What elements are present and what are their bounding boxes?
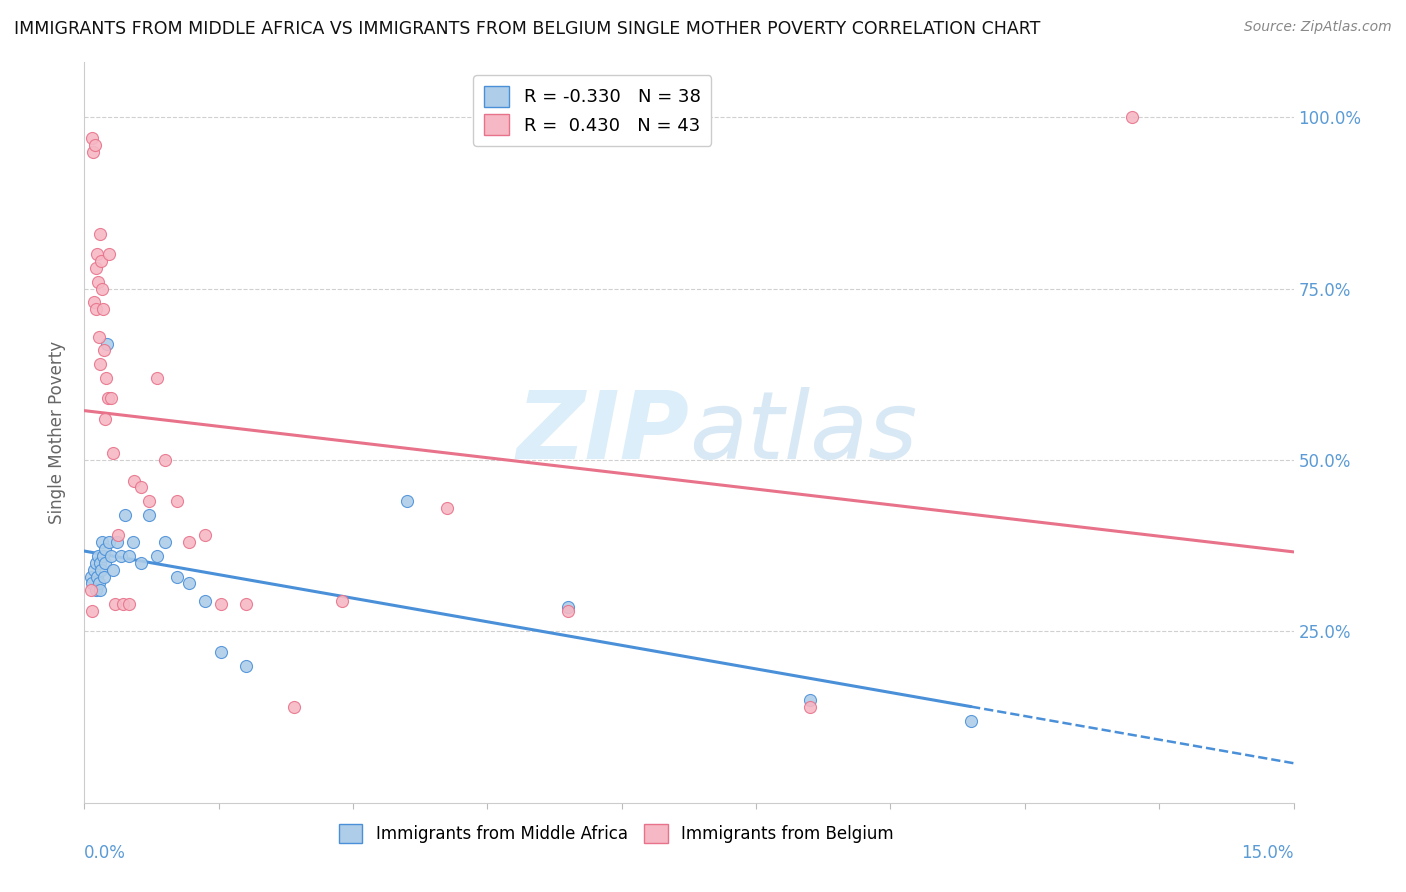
Point bbox=[87, 329, 110, 343]
Point bbox=[103, 563, 125, 577]
Point bbox=[124, 474, 146, 488]
Text: 0.0%: 0.0% bbox=[84, 844, 127, 862]
Point bbox=[100, 549, 122, 563]
Point bbox=[118, 549, 141, 563]
Point bbox=[138, 508, 160, 522]
Point bbox=[89, 583, 111, 598]
Point bbox=[89, 227, 111, 241]
Text: ZIP: ZIP bbox=[516, 386, 689, 479]
Point bbox=[110, 549, 132, 563]
Point bbox=[91, 549, 114, 563]
Point bbox=[80, 583, 103, 598]
Point bbox=[82, 131, 104, 145]
Point bbox=[93, 412, 115, 426]
Point bbox=[87, 275, 110, 289]
Point bbox=[93, 556, 115, 570]
Point bbox=[235, 658, 257, 673]
Point bbox=[166, 494, 188, 508]
Point bbox=[153, 453, 176, 467]
Point bbox=[91, 535, 114, 549]
Point bbox=[91, 282, 114, 296]
Point bbox=[97, 535, 120, 549]
Point bbox=[960, 714, 983, 728]
Point bbox=[91, 302, 114, 317]
Point bbox=[90, 563, 112, 577]
Point bbox=[97, 392, 120, 406]
Point bbox=[93, 343, 115, 358]
Point bbox=[83, 295, 105, 310]
Point bbox=[129, 480, 152, 494]
Point bbox=[283, 699, 305, 714]
Point bbox=[89, 357, 111, 371]
Point bbox=[83, 137, 105, 152]
Point bbox=[557, 604, 579, 618]
Point bbox=[194, 528, 217, 542]
Point bbox=[101, 446, 124, 460]
Point bbox=[86, 247, 108, 261]
Point bbox=[799, 693, 821, 707]
Point bbox=[94, 371, 117, 385]
Point bbox=[93, 569, 115, 583]
Point bbox=[799, 699, 821, 714]
Point bbox=[330, 593, 353, 607]
Text: atlas: atlas bbox=[689, 387, 917, 478]
Point bbox=[105, 535, 128, 549]
Point bbox=[87, 549, 110, 563]
Point bbox=[235, 597, 257, 611]
Point bbox=[83, 563, 105, 577]
Point bbox=[100, 392, 122, 406]
Point bbox=[82, 576, 104, 591]
Point bbox=[179, 535, 201, 549]
Y-axis label: Single Mother Poverty: Single Mother Poverty bbox=[48, 341, 66, 524]
Point bbox=[80, 604, 103, 618]
Point bbox=[87, 576, 110, 591]
Point bbox=[90, 254, 112, 268]
Point bbox=[118, 597, 141, 611]
Point bbox=[98, 247, 121, 261]
Point bbox=[80, 569, 103, 583]
Point bbox=[209, 597, 232, 611]
Point bbox=[114, 508, 136, 522]
Point bbox=[436, 501, 458, 516]
Point bbox=[104, 597, 127, 611]
Point bbox=[94, 542, 117, 557]
Point bbox=[166, 569, 188, 583]
Point bbox=[194, 593, 217, 607]
Point bbox=[86, 302, 108, 317]
Point bbox=[84, 261, 107, 276]
Point bbox=[179, 576, 201, 591]
Point bbox=[86, 569, 108, 583]
Point bbox=[395, 494, 418, 508]
Point bbox=[107, 528, 129, 542]
Point bbox=[146, 549, 169, 563]
Point bbox=[84, 583, 107, 598]
Point bbox=[209, 645, 232, 659]
Legend: Immigrants from Middle Africa, Immigrants from Belgium: Immigrants from Middle Africa, Immigrant… bbox=[332, 817, 900, 850]
Point bbox=[121, 535, 143, 549]
Point bbox=[82, 145, 104, 159]
Text: Source: ZipAtlas.com: Source: ZipAtlas.com bbox=[1244, 20, 1392, 34]
Point bbox=[129, 556, 152, 570]
Point bbox=[153, 535, 176, 549]
Point bbox=[1121, 110, 1143, 124]
Point bbox=[138, 494, 160, 508]
Text: 15.0%: 15.0% bbox=[1241, 844, 1294, 862]
Point bbox=[557, 600, 579, 615]
Point bbox=[89, 556, 111, 570]
Text: IMMIGRANTS FROM MIDDLE AFRICA VS IMMIGRANTS FROM BELGIUM SINGLE MOTHER POVERTY C: IMMIGRANTS FROM MIDDLE AFRICA VS IMMIGRA… bbox=[14, 20, 1040, 37]
Point bbox=[96, 336, 118, 351]
Point bbox=[86, 556, 108, 570]
Point bbox=[112, 597, 135, 611]
Point bbox=[146, 371, 169, 385]
